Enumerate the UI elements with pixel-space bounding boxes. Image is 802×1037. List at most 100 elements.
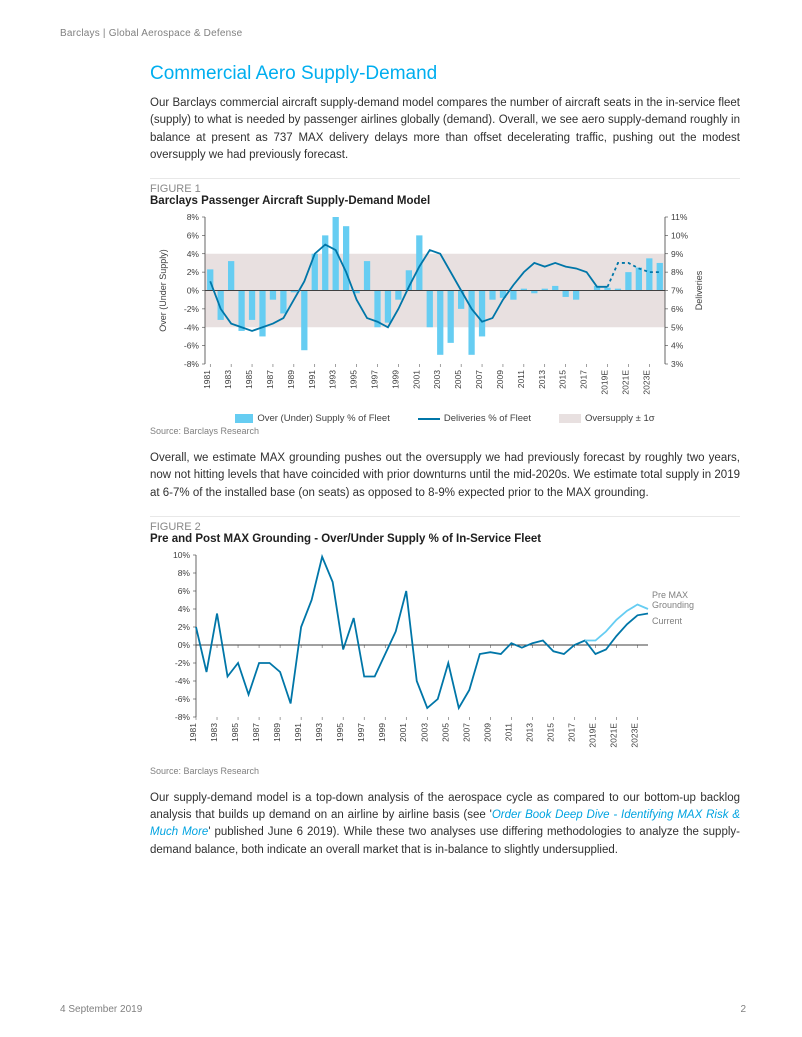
svg-text:1985: 1985 (244, 370, 254, 389)
svg-text:1995: 1995 (349, 370, 359, 389)
figure-2-chart: -8%-6%-4%-2%0%2%4%6%8%10%198119831985198… (150, 549, 710, 764)
svg-text:0%: 0% (178, 640, 191, 650)
figure-1-chart: -8%-6%-4%-2%0%2%4%6%8%3%4%5%6%7%8%9%10%1… (150, 211, 710, 411)
figure-1-source: Source: Barclays Research (150, 426, 740, 436)
svg-text:2021E: 2021E (608, 722, 618, 747)
figure-2-title: Pre and Post MAX Grounding - Over/Under … (150, 533, 740, 545)
svg-text:2%: 2% (178, 622, 191, 632)
svg-text:2009: 2009 (495, 370, 505, 389)
svg-text:-2%: -2% (175, 658, 191, 668)
svg-text:Grounding: Grounding (652, 600, 694, 610)
swatch-bar (235, 414, 253, 423)
svg-text:Current: Current (652, 616, 683, 626)
svg-text:2011: 2011 (516, 370, 526, 389)
svg-text:1981: 1981 (202, 370, 212, 389)
svg-text:1999: 1999 (377, 722, 387, 741)
svg-text:1995: 1995 (335, 722, 345, 741)
svg-text:2003: 2003 (419, 722, 429, 741)
closing-paragraph: Our supply-demand model is a top-down an… (150, 790, 740, 859)
svg-text:2011: 2011 (503, 722, 513, 741)
svg-text:8%: 8% (671, 267, 684, 277)
svg-text:1981: 1981 (188, 722, 198, 741)
svg-text:6%: 6% (671, 304, 684, 314)
svg-text:Deliveries: Deliveries (694, 270, 704, 310)
chart-2-svg: -8%-6%-4%-2%0%2%4%6%8%10%198119831985198… (150, 549, 710, 759)
svg-text:3%: 3% (671, 359, 684, 369)
page-footer: 4 September 2019 2 (60, 1004, 746, 1015)
brand: Barclays (60, 28, 100, 39)
svg-text:5%: 5% (671, 322, 684, 332)
svg-text:-8%: -8% (184, 359, 200, 369)
svg-text:9%: 9% (671, 249, 684, 259)
svg-text:10%: 10% (671, 230, 688, 240)
svg-text:1985: 1985 (230, 722, 240, 741)
svg-text:11%: 11% (671, 212, 688, 222)
svg-text:Pre MAX: Pre MAX (652, 590, 688, 600)
svg-text:1987: 1987 (251, 722, 261, 741)
swatch-band (559, 414, 581, 423)
svg-text:1997: 1997 (370, 370, 380, 389)
svg-text:1983: 1983 (209, 722, 219, 741)
legend-item-bars: Over (Under) Supply % of Fleet (235, 413, 390, 424)
svg-text:2013: 2013 (524, 722, 534, 741)
figure-1-title: Barclays Passenger Aircraft Supply-Deman… (150, 195, 740, 207)
svg-text:-4%: -4% (184, 322, 200, 332)
svg-text:Over (Under Supply): Over (Under Supply) (158, 249, 168, 332)
section-title: Commercial Aero Supply-Demand (150, 63, 740, 85)
svg-text:0%: 0% (187, 286, 200, 296)
header-sep: | (100, 28, 109, 39)
svg-text:2005: 2005 (453, 370, 463, 389)
legend-item-line: Deliveries % of Fleet (418, 413, 531, 424)
svg-text:8%: 8% (178, 568, 191, 578)
svg-text:2007: 2007 (474, 370, 484, 389)
svg-text:-6%: -6% (184, 341, 200, 351)
intro-paragraph: Our Barclays commercial aircraft supply-… (150, 95, 740, 164)
svg-text:2023E: 2023E (629, 722, 639, 747)
svg-text:2003: 2003 (432, 370, 442, 389)
svg-text:-2%: -2% (184, 304, 200, 314)
legend-bars-label: Over (Under) Supply % of Fleet (257, 413, 390, 424)
svg-text:-6%: -6% (175, 694, 191, 704)
svg-text:2015: 2015 (545, 722, 555, 741)
svg-text:2007: 2007 (461, 722, 471, 741)
svg-text:2%: 2% (187, 267, 200, 277)
svg-text:2017: 2017 (579, 370, 589, 389)
svg-text:2001: 2001 (411, 370, 421, 389)
svg-text:2017: 2017 (566, 722, 576, 741)
footer-date: 4 September 2019 (60, 1004, 142, 1015)
svg-text:2023E: 2023E (641, 370, 651, 395)
svg-text:4%: 4% (671, 341, 684, 351)
svg-text:6%: 6% (178, 586, 191, 596)
svg-text:2009: 2009 (482, 722, 492, 741)
legend-band-label: Oversupply ± 1σ (585, 413, 655, 424)
legend-item-band: Oversupply ± 1σ (559, 413, 655, 424)
svg-text:1983: 1983 (223, 370, 233, 389)
svg-text:2019E: 2019E (600, 370, 610, 395)
doc-title: Global Aerospace & Defense (109, 28, 243, 39)
svg-text:1993: 1993 (328, 370, 338, 389)
figure-1-label: FIGURE 1 (150, 178, 740, 195)
figure-2-label: FIGURE 2 (150, 516, 740, 533)
legend-line-label: Deliveries % of Fleet (444, 413, 531, 424)
svg-text:1993: 1993 (314, 722, 324, 741)
svg-text:-8%: -8% (175, 712, 191, 722)
svg-text:1987: 1987 (265, 370, 275, 389)
svg-text:8%: 8% (187, 212, 200, 222)
closing-b: ' published June 6 2019). While these tw… (150, 826, 740, 855)
svg-text:2021E: 2021E (620, 370, 630, 395)
svg-text:2001: 2001 (398, 722, 408, 741)
svg-text:4%: 4% (178, 604, 191, 614)
svg-text:-4%: -4% (175, 676, 191, 686)
svg-text:1989: 1989 (286, 370, 296, 389)
figure-2-source: Source: Barclays Research (150, 766, 740, 776)
svg-text:2005: 2005 (440, 722, 450, 741)
svg-text:7%: 7% (671, 286, 684, 296)
svg-text:1991: 1991 (307, 370, 317, 389)
svg-text:4%: 4% (187, 249, 200, 259)
swatch-line (418, 418, 440, 420)
svg-text:1991: 1991 (293, 722, 303, 741)
figure-1-legend: Over (Under) Supply % of Fleet Deliverie… (150, 413, 740, 424)
doc-header: Barclays | Global Aerospace & Defense (60, 28, 746, 39)
svg-text:1989: 1989 (272, 722, 282, 741)
chart-1-svg: -8%-6%-4%-2%0%2%4%6%8%3%4%5%6%7%8%9%10%1… (150, 211, 710, 406)
